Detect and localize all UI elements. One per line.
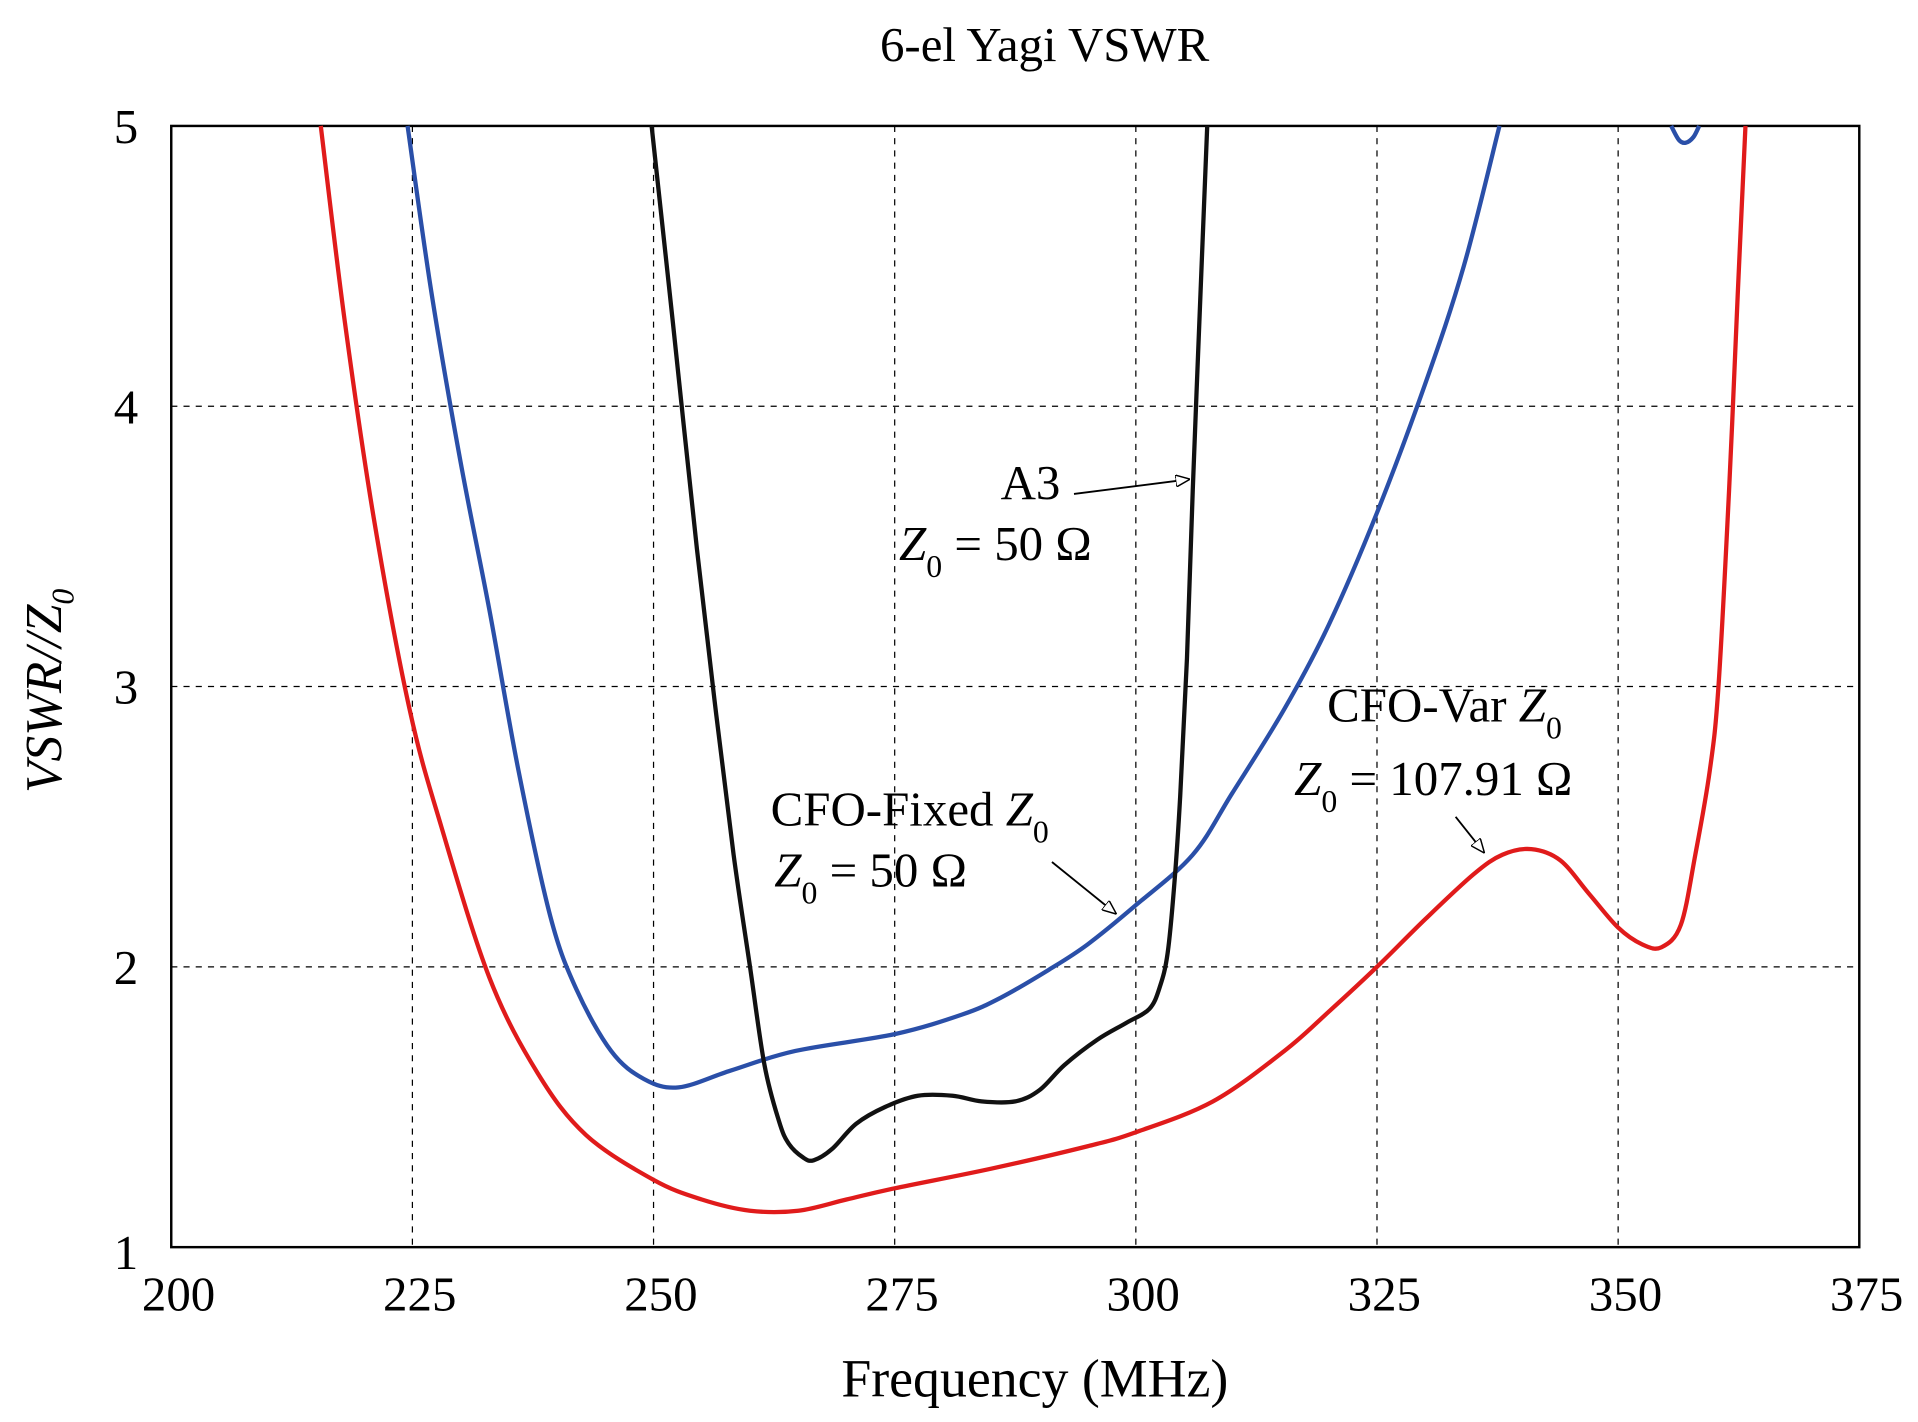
annotation-a3-name: A3	[1001, 455, 1061, 510]
annotation-cfo-fixed: CFO-Fixed Z0 Z0 = 50 Ω	[771, 781, 1116, 913]
series-line-a3	[649, 125, 1210, 1163]
annotation-a3-arrow	[1073, 479, 1189, 495]
series-layer	[318, 124, 1748, 1215]
svg-text:Z0 = 107.91 Ω: Z0 = 107.91 Ω	[1294, 751, 1572, 819]
x-tick-label: 250	[624, 1267, 697, 1322]
annotation-cfo-fixed-arrow	[1051, 861, 1116, 913]
svg-text:Z0 = 50 Ω: Z0 = 50 Ω	[774, 842, 967, 910]
x-tick-label: 350	[1589, 1267, 1662, 1322]
series-line-fixed	[405, 125, 1502, 1090]
series-line-var	[318, 125, 1748, 1215]
tick-labels: 200 225 250 275 300 325 350 375 1 2 3 4 5	[114, 99, 1904, 1322]
x-axis-label: Frequency (MHz)	[841, 1348, 1228, 1408]
annotation-cfo-var: CFO-Var Z0 Z0 = 107.91 Ω	[1294, 677, 1572, 852]
svg-text:Z0 = 50 Ω: Z0 = 50 Ω	[899, 516, 1092, 584]
x-tick-label: 325	[1348, 1267, 1421, 1322]
svg-text:CFO-Var Z0: CFO-Var Z0	[1327, 677, 1562, 745]
x-tick-label: 375	[1830, 1267, 1903, 1322]
series-line-fixed_blip	[1669, 124, 1702, 146]
x-tick-label: 300	[1106, 1267, 1179, 1322]
annotation-a3: A3 Z0 = 50 Ω	[899, 455, 1189, 584]
y-axis-label: VSWR//Z0	[16, 589, 80, 793]
y-tick-label: 2	[114, 940, 138, 995]
x-tick-label: 200	[142, 1267, 215, 1322]
grid	[171, 125, 1860, 1248]
x-tick-label: 275	[865, 1267, 938, 1322]
chart-title: 6-el Yagi VSWR	[880, 17, 1210, 72]
svg-text:CFO-Fixed Z0: CFO-Fixed Z0	[771, 781, 1049, 849]
y-tick-label: 1	[114, 1225, 138, 1280]
y-tick-label: 3	[114, 660, 138, 715]
y-tick-label: 4	[114, 379, 138, 434]
plot-frame	[170, 124, 1861, 1249]
y-tick-label: 5	[114, 99, 138, 154]
annotation-cfo-var-arrow	[1454, 816, 1484, 852]
x-tick-label: 225	[383, 1267, 456, 1322]
